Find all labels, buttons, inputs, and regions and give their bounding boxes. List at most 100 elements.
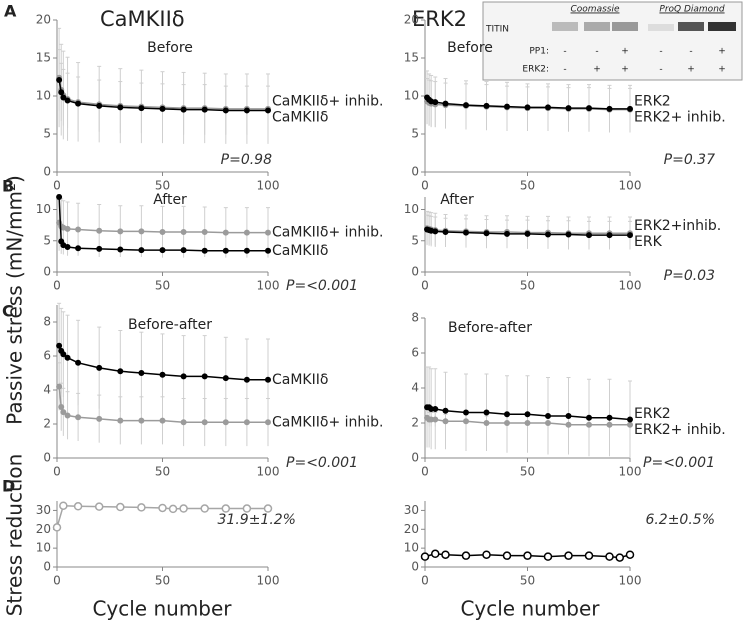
x-tick-label: 0 xyxy=(53,279,61,293)
data-point xyxy=(524,411,531,418)
data-point xyxy=(221,504,231,513)
blot-band xyxy=(708,22,736,31)
data-point xyxy=(586,414,592,421)
blot-sign: + xyxy=(621,65,629,75)
annotation: P=0.98 xyxy=(221,152,272,168)
data-point xyxy=(60,351,67,358)
data-point xyxy=(461,551,471,560)
data-point xyxy=(159,247,166,254)
data-point xyxy=(263,504,273,513)
series-label: ERK xyxy=(634,234,663,250)
data-point xyxy=(502,551,512,560)
data-point xyxy=(545,104,551,111)
panel-title: Before-after xyxy=(448,320,532,336)
data-point xyxy=(442,229,449,235)
data-point xyxy=(504,103,510,110)
annotation: P=0.03 xyxy=(664,268,715,284)
data-point xyxy=(56,77,63,84)
data-point xyxy=(56,194,63,200)
x-tick-label: 50 xyxy=(155,465,170,479)
data-point xyxy=(64,225,71,232)
panel-label: B xyxy=(2,177,14,196)
data-point xyxy=(116,502,125,512)
data-point xyxy=(432,416,439,423)
x-axis-label: Cycle number xyxy=(92,597,232,621)
column-title: CaMKIIδ xyxy=(100,7,185,31)
data-point xyxy=(60,94,67,101)
data-point xyxy=(586,232,592,239)
data-point xyxy=(586,421,592,428)
x-tick-label: 0 xyxy=(421,574,429,588)
data-point xyxy=(168,504,178,514)
series-label: CaMKIIδ xyxy=(272,372,328,388)
annotation: P=<0.001 xyxy=(286,455,358,471)
blot-sign: + xyxy=(718,65,726,75)
data-point xyxy=(431,549,440,559)
data-point xyxy=(201,247,208,254)
data-point xyxy=(60,409,67,416)
x-tick-label: 100 xyxy=(619,574,642,588)
data-point xyxy=(483,102,490,109)
panel-title: After xyxy=(440,192,474,208)
y-tick-label: 0 xyxy=(411,560,419,574)
data-point xyxy=(442,100,449,107)
data-point xyxy=(545,420,551,426)
data-point xyxy=(201,419,208,426)
annotation: P=0.37 xyxy=(664,152,715,168)
data-point xyxy=(504,411,510,418)
series-label: ERK2 xyxy=(634,93,671,109)
data-point xyxy=(59,501,68,510)
data-point xyxy=(565,421,572,428)
y-tick-label: 15 xyxy=(36,51,51,65)
data-point xyxy=(627,105,633,112)
data-point xyxy=(222,247,229,254)
data-point xyxy=(586,105,592,112)
blot-inset: TITIN Coomassie ProQ Diamond xyxy=(482,1,743,81)
blot-band xyxy=(584,22,610,31)
data-point xyxy=(442,407,449,414)
data-point xyxy=(158,503,167,513)
y-tick-label: 20 xyxy=(404,13,419,27)
y-tick-label: 4 xyxy=(43,383,51,397)
data-point xyxy=(243,376,250,383)
data-point xyxy=(117,246,124,253)
data-point xyxy=(75,359,82,366)
data-point xyxy=(96,227,103,234)
data-point xyxy=(75,226,82,233)
y-tick-label: 10 xyxy=(36,89,51,103)
blot-sign: - xyxy=(659,47,662,57)
annotation: 31.9±1.2% xyxy=(218,512,296,528)
data-point xyxy=(75,414,82,421)
data-point xyxy=(96,245,103,252)
data-point xyxy=(243,247,250,254)
series-label: CaMKIIδ+ inhib. xyxy=(272,225,383,241)
x-tick-label: 100 xyxy=(257,179,280,193)
data-point xyxy=(201,373,208,380)
x-tick-label: 100 xyxy=(619,179,642,193)
y-tick-label: 0 xyxy=(43,560,51,574)
data-point xyxy=(56,383,63,390)
data-point xyxy=(159,371,166,378)
x-tick-label: 0 xyxy=(421,465,429,479)
data-point xyxy=(138,247,145,254)
y-tick-label: 10 xyxy=(404,541,419,555)
blot-sign: - xyxy=(563,47,566,57)
x-tick-label: 0 xyxy=(53,465,61,479)
data-point xyxy=(543,552,553,561)
data-point xyxy=(545,413,551,419)
data-point xyxy=(242,504,252,513)
data-point xyxy=(159,229,166,235)
data-point xyxy=(606,105,613,112)
data-point xyxy=(64,97,71,104)
data-point xyxy=(432,406,439,412)
y-tick-label: 6 xyxy=(43,349,51,363)
blot-sign: - xyxy=(595,47,598,57)
y-tick-label: 6 xyxy=(411,346,419,360)
data-point xyxy=(524,230,531,237)
data-point xyxy=(504,230,510,237)
data-point xyxy=(138,417,145,424)
data-point xyxy=(565,105,572,112)
series-line xyxy=(58,386,268,424)
series-label: ERK2+ inhib. xyxy=(634,109,726,125)
annotation: P=<0.001 xyxy=(643,455,715,471)
